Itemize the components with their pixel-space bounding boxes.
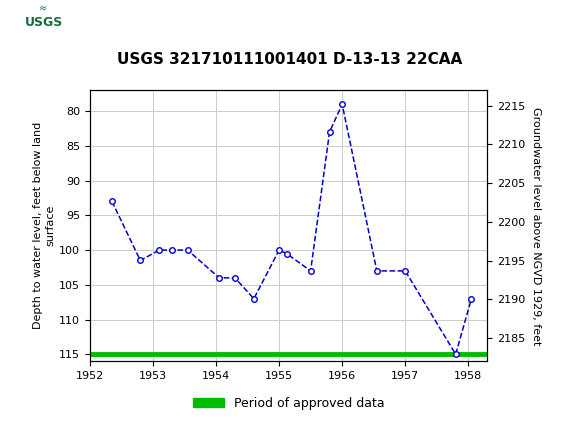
Legend: Period of approved data: Period of approved data (187, 392, 390, 415)
Bar (6, 3, 81, 45)
Text: USGS: USGS (24, 16, 63, 29)
Text: ≈: ≈ (39, 3, 48, 13)
Text: USGS 321710111001401 D-13-13 22CAA: USGS 321710111001401 D-13-13 22CAA (117, 52, 463, 67)
Y-axis label: Groundwater level above NGVD 1929, feet: Groundwater level above NGVD 1929, feet (531, 107, 541, 345)
Y-axis label: Depth to water level, feet below land
surface: Depth to water level, feet below land su… (34, 122, 55, 329)
